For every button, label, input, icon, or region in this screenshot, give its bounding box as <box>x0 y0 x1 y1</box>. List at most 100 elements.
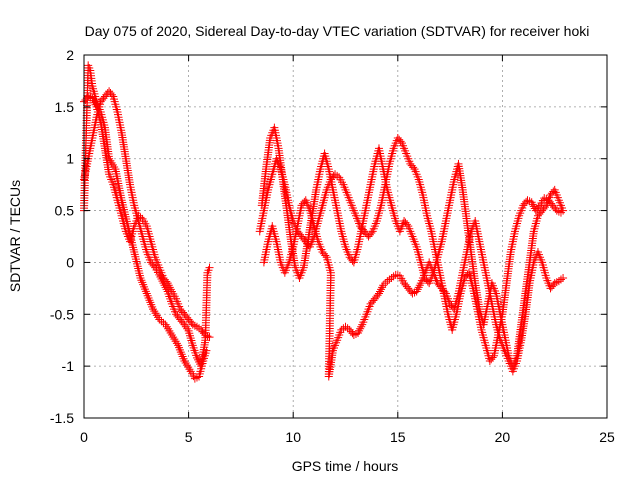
data-point <box>391 270 400 279</box>
data-point <box>356 324 365 333</box>
data-point <box>172 339 181 348</box>
data-point <box>181 359 190 368</box>
data-point <box>185 365 194 374</box>
data-point <box>396 137 405 146</box>
data-point <box>180 356 189 365</box>
data-point <box>321 251 330 260</box>
data-point <box>354 328 363 337</box>
data-point <box>89 96 98 105</box>
data-point <box>559 273 568 282</box>
data-point <box>205 263 214 272</box>
data-point <box>374 289 383 298</box>
y-axis-title: SDTVAR / TECUs <box>7 180 23 292</box>
data-point <box>91 100 100 109</box>
data-point <box>192 353 201 362</box>
data-point <box>149 261 158 270</box>
data-point <box>552 278 561 287</box>
y-tick-label: 1 <box>66 151 74 167</box>
data-point <box>88 94 97 103</box>
y-tick-label: 0 <box>66 254 74 270</box>
data-point <box>383 277 392 286</box>
data-point <box>349 331 358 340</box>
data-point <box>190 374 199 383</box>
y-tick-label: 2 <box>66 47 74 63</box>
data-point <box>167 331 176 340</box>
series-track-6 <box>259 196 568 381</box>
data-point <box>184 363 193 372</box>
data-point <box>192 322 201 331</box>
data-point <box>414 283 423 292</box>
data-point <box>408 289 417 298</box>
data-point <box>165 326 174 335</box>
data-point <box>194 355 203 364</box>
data-point <box>161 283 170 292</box>
y-tick-label: -0.5 <box>50 306 74 322</box>
data-point <box>378 283 387 292</box>
data-point <box>180 320 189 329</box>
data-point <box>155 270 164 279</box>
data-point <box>402 220 411 229</box>
data-point <box>90 98 99 107</box>
data-point <box>556 275 565 284</box>
data-point <box>413 285 422 294</box>
data-point <box>164 324 173 333</box>
data-point <box>203 332 212 341</box>
chart-title: Day 075 of 2020, Sidereal Day-to-day VTE… <box>85 23 590 39</box>
data-point <box>412 287 421 296</box>
data-point <box>183 324 192 333</box>
data-point <box>161 320 170 329</box>
x-tick-label: 15 <box>390 429 406 445</box>
data-point <box>488 353 497 362</box>
x-axis-title: GPS time / hours <box>292 458 399 474</box>
y-tick-label: 0.5 <box>55 203 75 219</box>
series-track-3 <box>80 87 214 371</box>
data-point <box>523 196 532 205</box>
data-point <box>528 200 537 209</box>
data-point <box>381 279 390 288</box>
data-point <box>540 194 549 203</box>
data-point <box>152 311 161 320</box>
data-point <box>385 275 394 284</box>
y-tick-label: -1.5 <box>50 410 74 426</box>
data-point <box>556 208 565 217</box>
data-point <box>355 326 364 335</box>
data-point <box>559 206 568 215</box>
data-markers <box>80 61 568 383</box>
data-point <box>158 277 167 286</box>
data-point <box>337 325 346 334</box>
data-point <box>550 279 559 288</box>
data-point <box>190 321 199 330</box>
data-point <box>157 275 166 284</box>
data-point <box>333 171 342 180</box>
y-tick-label: 1.5 <box>55 99 75 115</box>
data-point <box>389 272 398 281</box>
x-tick-label: 20 <box>495 429 511 445</box>
data-point <box>415 281 424 290</box>
x-tick-label: 25 <box>599 429 615 445</box>
data-point <box>162 285 171 294</box>
y-tick-label: -1 <box>62 358 75 374</box>
data-point <box>157 317 166 326</box>
data-point <box>84 92 93 101</box>
x-tick-label: 5 <box>185 429 193 445</box>
data-point <box>357 322 366 331</box>
data-point <box>341 322 350 331</box>
data-point <box>527 198 536 207</box>
data-point <box>154 313 163 322</box>
data-point <box>156 272 165 281</box>
y-axis-ticks: -1.5 -1 -0.5 0 0.5 1 1.5 2 <box>50 47 607 426</box>
data-point <box>170 335 179 344</box>
data-point <box>160 281 169 290</box>
data-point <box>182 361 191 370</box>
plot-frame <box>83 54 608 419</box>
data-point <box>151 309 160 318</box>
data-point <box>162 322 171 331</box>
data-point <box>367 229 376 238</box>
x-axis-ticks: 0 5 10 15 20 25 <box>80 55 615 445</box>
data-point <box>195 324 204 333</box>
data-point <box>181 322 190 331</box>
data-point <box>159 318 168 327</box>
data-point <box>155 315 164 324</box>
data-point <box>343 324 352 333</box>
